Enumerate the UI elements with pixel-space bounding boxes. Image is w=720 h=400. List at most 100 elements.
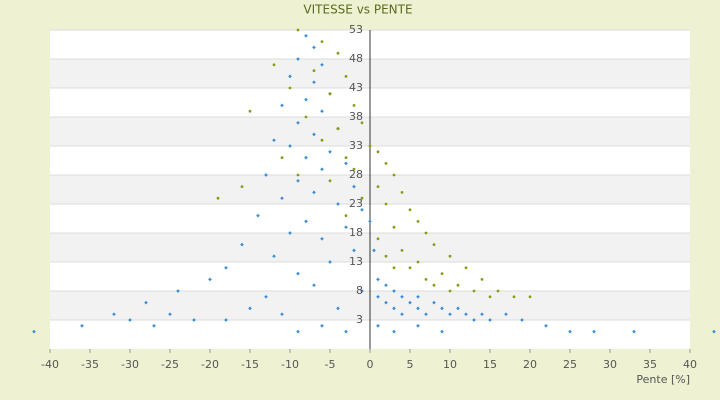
point [376,277,380,282]
point [272,63,276,67]
point [336,127,340,130]
point [352,184,356,189]
point [296,329,300,334]
point [472,289,476,293]
point [488,295,492,299]
point [312,190,316,195]
point [376,185,380,189]
point [376,237,380,241]
point [256,213,260,218]
point [168,312,172,317]
point [352,104,356,107]
point [568,329,572,334]
point [296,28,300,32]
x-tick-label: -35 [81,358,99,371]
point [112,312,116,317]
point [240,185,244,189]
y-tick-label: 38 [349,110,363,123]
point [544,323,548,328]
y-tick-label: 8 [356,284,363,297]
point [328,179,332,183]
y-tick-label: 18 [349,226,363,239]
x-tick-label: -5 [325,358,336,371]
point [480,312,484,317]
point [448,289,452,293]
point [296,178,300,183]
point [216,196,220,200]
point [432,300,436,305]
point [416,260,420,264]
point [424,231,428,235]
point [440,329,444,334]
point [272,254,276,259]
x-tick-label: 10 [443,358,457,371]
point [320,167,324,172]
point [632,329,636,334]
point [328,92,332,96]
point [344,75,348,78]
point [344,214,348,218]
point [336,51,340,55]
point [368,219,372,224]
point [392,266,396,270]
y-tick-label: 33 [349,139,363,152]
point [360,207,364,212]
point [408,266,412,270]
point [288,231,292,235]
point [336,202,340,206]
point [408,208,412,212]
point [304,115,308,119]
point [416,220,420,223]
point [320,40,324,43]
point [440,306,444,311]
point [312,132,316,137]
point [32,329,36,334]
point [208,277,212,282]
point [224,318,228,322]
point [288,86,292,90]
point [328,260,332,264]
point [392,329,396,334]
point [304,155,308,160]
point [440,272,444,275]
chart-title: VITESSE vs PENTE [303,3,412,17]
point [344,156,348,160]
x-tick-label: -30 [121,358,139,371]
y-tick-label: 28 [349,168,363,181]
y-tick-label: 53 [349,23,363,36]
point [344,161,348,166]
x-tick-label: -25 [161,358,179,371]
point [360,121,364,125]
x-tick-label: -15 [241,358,259,371]
point [312,45,316,50]
point [472,318,476,322]
point [372,248,376,253]
point [280,103,284,108]
x-tick-label: 25 [563,358,577,371]
point [424,312,428,317]
point [296,271,300,276]
x-tick-label: 35 [643,358,657,371]
x-axis-title: Pente [%] [636,373,690,386]
point [376,294,380,299]
point [416,294,420,299]
point [480,278,484,281]
point [240,242,244,247]
point [224,265,228,270]
point [392,225,396,229]
point [392,289,396,293]
point [352,167,356,171]
point [712,329,716,334]
x-tick-label: -10 [281,358,299,371]
point [496,289,500,293]
point [128,318,132,322]
point [384,283,388,288]
point [320,62,324,67]
point [520,318,524,322]
point [400,191,404,194]
y-tick-label: 13 [349,255,363,268]
point [488,318,492,322]
point [192,318,196,322]
point [504,312,508,317]
point [384,254,388,258]
